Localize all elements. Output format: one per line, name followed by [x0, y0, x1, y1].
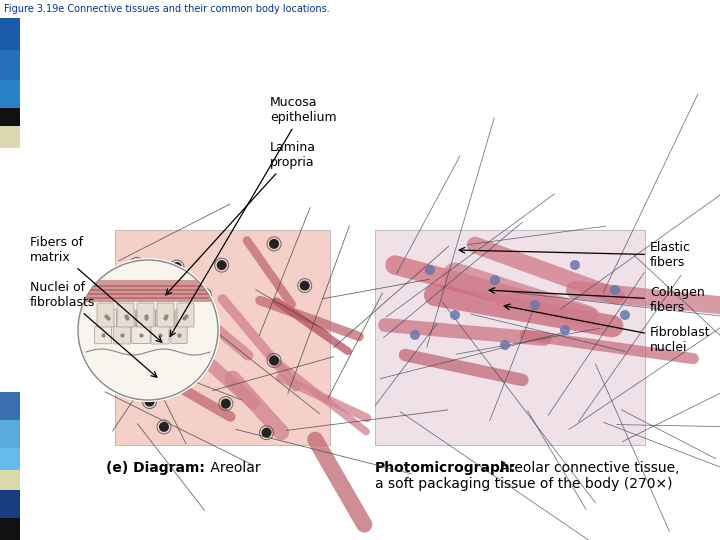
Bar	[375, 230, 645, 445]
Text: (e) Diagram:: (e) Diagram:	[106, 461, 204, 475]
Bar	[0, 448, 20, 470]
Bar	[0, 80, 20, 108]
Circle shape	[269, 355, 279, 366]
FancyBboxPatch shape	[137, 303, 154, 327]
Text: Mucosa
epithelium: Mucosa epithelium	[170, 96, 337, 336]
Circle shape	[172, 262, 182, 272]
FancyBboxPatch shape	[157, 303, 174, 327]
Circle shape	[261, 428, 271, 438]
Bar	[115, 230, 330, 445]
FancyBboxPatch shape	[176, 309, 192, 327]
Text: Photomicrograph:: Photomicrograph:	[375, 461, 516, 475]
Circle shape	[530, 300, 540, 310]
Text: Figure 3.19e Connective tissues and their common body locations.: Figure 3.19e Connective tissues and thei…	[4, 4, 330, 14]
Bar	[0, 108, 20, 126]
Text: a soft packaging tissue of the body (270×): a soft packaging tissue of the body (270…	[375, 477, 672, 491]
Text: Areolar: Areolar	[207, 461, 261, 475]
Circle shape	[127, 374, 138, 384]
Circle shape	[269, 239, 279, 249]
FancyBboxPatch shape	[156, 310, 174, 326]
Text: Nuclei of
fibroblasts: Nuclei of fibroblasts	[30, 281, 157, 377]
FancyBboxPatch shape	[171, 327, 187, 343]
Circle shape	[183, 340, 193, 350]
Bar	[0, 420, 20, 448]
Circle shape	[500, 340, 510, 350]
Circle shape	[145, 396, 155, 407]
FancyBboxPatch shape	[99, 309, 117, 327]
Bar	[0, 126, 20, 148]
FancyBboxPatch shape	[151, 326, 169, 344]
FancyBboxPatch shape	[97, 303, 114, 327]
Bar	[0, 470, 20, 490]
FancyBboxPatch shape	[136, 310, 156, 326]
Bar	[0, 392, 20, 420]
Bar	[0, 50, 20, 80]
Circle shape	[178, 300, 188, 310]
Text: Elastic
fibers: Elastic fibers	[459, 241, 691, 269]
Bar	[0, 518, 20, 540]
Bar	[0, 490, 20, 518]
Circle shape	[179, 316, 189, 326]
FancyBboxPatch shape	[132, 327, 150, 343]
Circle shape	[560, 325, 570, 335]
Text: Collagen
fibers: Collagen fibers	[489, 286, 705, 314]
Text: Areolar connective tissue,: Areolar connective tissue,	[495, 461, 680, 475]
Circle shape	[410, 330, 420, 340]
FancyBboxPatch shape	[94, 326, 112, 344]
Circle shape	[300, 281, 310, 291]
Circle shape	[132, 259, 142, 269]
Circle shape	[610, 285, 620, 295]
Circle shape	[425, 265, 435, 275]
Circle shape	[177, 375, 187, 386]
Circle shape	[78, 260, 218, 400]
Bar	[0, 148, 20, 392]
Text: Fibers of
matrix: Fibers of matrix	[30, 236, 162, 342]
Text: Lamina
propria: Lamina propria	[166, 141, 316, 295]
Circle shape	[490, 275, 500, 285]
Circle shape	[199, 290, 210, 300]
Circle shape	[76, 258, 220, 402]
Bar	[83, 280, 213, 302]
Circle shape	[217, 260, 227, 270]
Circle shape	[570, 260, 580, 270]
Circle shape	[159, 422, 169, 432]
Circle shape	[221, 399, 231, 409]
Text: Fibroblast
nuclei: Fibroblast nuclei	[504, 304, 711, 354]
FancyBboxPatch shape	[119, 310, 135, 326]
Circle shape	[620, 310, 630, 320]
FancyBboxPatch shape	[117, 303, 134, 327]
Circle shape	[450, 310, 460, 320]
Bar	[0, 18, 20, 50]
FancyBboxPatch shape	[177, 303, 194, 327]
FancyBboxPatch shape	[113, 326, 131, 344]
